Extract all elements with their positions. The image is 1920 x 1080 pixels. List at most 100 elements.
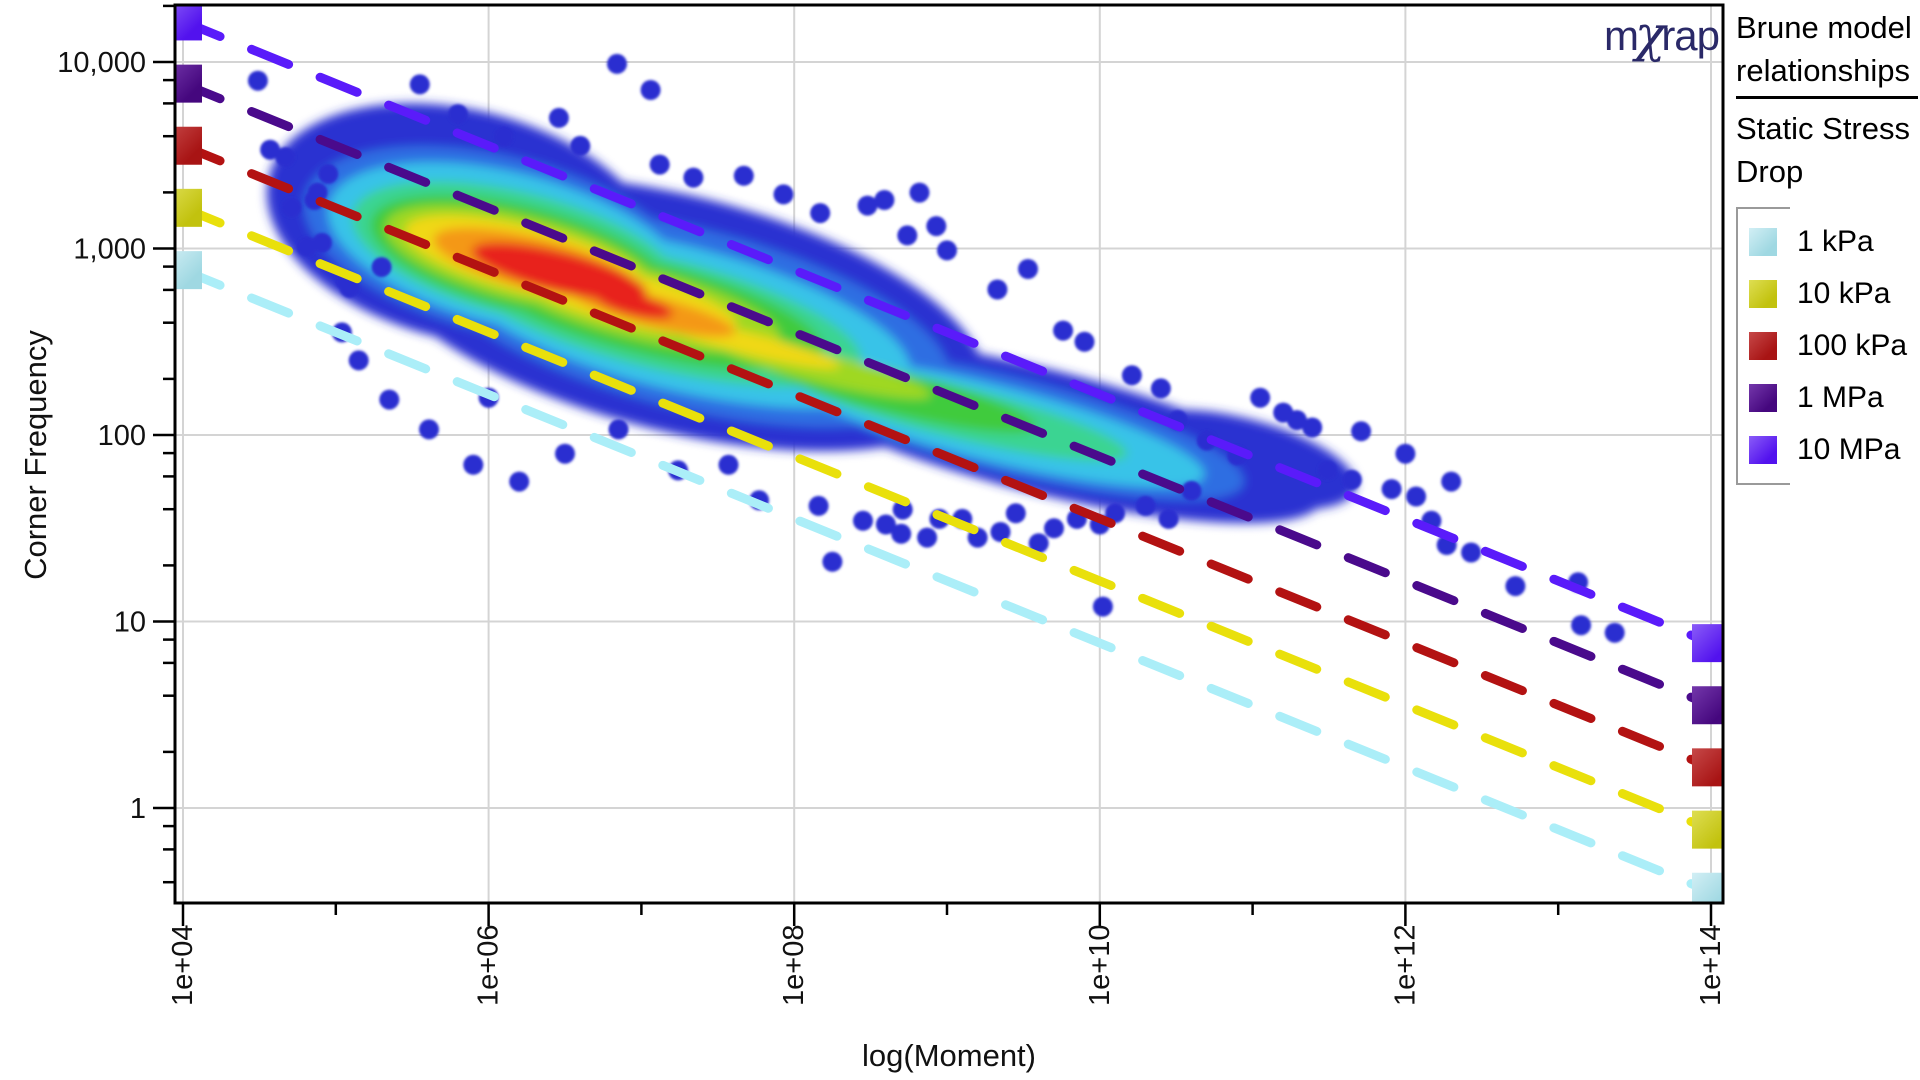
x-tick-label: 1e+04	[167, 925, 199, 1006]
outlier-dot	[1441, 471, 1462, 492]
outlier-dot	[917, 527, 938, 548]
outlier-dot	[1053, 320, 1074, 341]
density-cloud	[266, 103, 1357, 524]
line-end-marker	[1692, 624, 1723, 663]
brune-line-100-kpa	[178, 141, 1716, 772]
y-tick-label: 1,000	[73, 234, 146, 266]
legend-swatch-icon	[1749, 228, 1777, 256]
brune-line-10-mpa	[178, 16, 1716, 648]
line-end-marker	[175, 188, 202, 227]
legend-item-100-kpa[interactable]: 100 kPa	[1736, 320, 1918, 372]
outlier-dot	[509, 471, 530, 492]
outlier-dot	[1317, 460, 1338, 481]
legend-items: 1 kPa 10 kPa 100 kPa 1 MPa 10 MPa	[1736, 216, 1918, 476]
legend-swatch-icon	[1749, 280, 1777, 308]
legend-item-label: 100 kPa	[1797, 329, 1908, 362]
outlier-dot	[808, 495, 829, 516]
outlier-dot	[1028, 533, 1049, 554]
logo-text-prefix: m	[1604, 12, 1639, 59]
outlier-dot	[312, 232, 332, 253]
x-tick-label: 1e+14	[1695, 925, 1727, 1006]
outlier-dot	[296, 236, 317, 257]
outlier-dot	[1302, 417, 1323, 438]
logo-chi-glyph: χ	[1635, 5, 1665, 63]
legend-swatch-icon	[1749, 332, 1777, 360]
line-end-marker	[1692, 686, 1723, 725]
legend-item-1-mpa[interactable]: 1 MPa	[1736, 372, 1918, 424]
outlier-dot	[318, 163, 339, 184]
x-tick-label: 1e+06	[473, 925, 505, 1006]
y-tick-label: 1	[130, 793, 146, 825]
line-end-marker	[175, 64, 202, 103]
outlier-dot	[281, 197, 302, 218]
outlier-dot	[718, 454, 739, 475]
outlier-dot	[419, 419, 439, 440]
line-end-marker	[1692, 748, 1723, 787]
legend-swatch-icon	[1749, 384, 1777, 412]
legend-item-10-mpa[interactable]: 10 MPa	[1736, 424, 1918, 476]
outlier-dot	[1286, 410, 1307, 431]
outlier-dot	[853, 510, 873, 531]
outlier-dot	[822, 551, 843, 572]
legend-item-1-kpa[interactable]: 1 kPa	[1736, 216, 1918, 268]
y-axis-title: Corner Frequency	[18, 330, 53, 580]
outlier-dot	[857, 195, 878, 216]
outlier-dot	[348, 350, 369, 371]
outlier-dot	[607, 53, 627, 74]
legend-item-label: 10 MPa	[1797, 433, 1901, 466]
outlier-dot	[548, 107, 569, 128]
outlier-dot	[307, 182, 328, 203]
outlier-dot	[275, 147, 296, 168]
outlier-dot	[874, 190, 895, 210]
outlier-dot	[1135, 495, 1156, 516]
outlier-dot	[683, 167, 704, 188]
legend-item-10-kpa[interactable]: 10 kPa	[1736, 268, 1918, 320]
outlier-dot	[448, 104, 468, 125]
outlier-dot	[555, 443, 575, 464]
outlier-dot	[1121, 365, 1142, 386]
outlier-dot	[897, 225, 918, 246]
legend-item-label: 1 MPa	[1797, 381, 1884, 414]
outlier-dot	[1395, 443, 1416, 464]
legend-item-label: 1 kPa	[1797, 225, 1874, 258]
x-axis-title: log(Moment)	[862, 1038, 1036, 1073]
legend-box-border-left	[1736, 207, 1738, 485]
outlier-dot	[990, 522, 1011, 542]
legend-item-label: 10 kPa	[1797, 277, 1891, 310]
legend-box-border-top	[1736, 207, 1790, 209]
outlier-dot	[463, 454, 484, 475]
outlier-dot	[1181, 480, 1202, 501]
x-tick-label: 1e+12	[1389, 925, 1421, 1006]
outlier-dot	[1381, 479, 1402, 500]
outlier-dot	[875, 514, 896, 535]
density-layer	[594, 290, 673, 320]
y-tick-label: 100	[98, 420, 146, 452]
outlier-dot	[1351, 421, 1372, 442]
line-end-marker	[1692, 872, 1723, 903]
outlier-dot	[1461, 542, 1482, 563]
outlier-dot	[1074, 331, 1095, 352]
outlier-dot	[493, 126, 514, 147]
outlier-dot	[570, 135, 591, 156]
outlier-dot	[909, 182, 930, 203]
brune-line-10-kpa	[178, 203, 1716, 835]
legend-subtitle: Static Stress Drop	[1736, 111, 1910, 189]
outlier-dot	[937, 240, 957, 261]
outlier-dot	[1505, 576, 1526, 597]
outlier-dot	[1341, 469, 1362, 490]
line-end-marker	[1692, 810, 1723, 849]
outlier-dot	[1150, 378, 1171, 399]
outlier-dot	[339, 277, 360, 298]
outlier-dot	[409, 74, 430, 95]
outlier-dot	[379, 389, 400, 410]
line-end-marker	[175, 251, 202, 290]
legend-items-box: 1 kPa 10 kPa 100 kPa 1 MPa 10 MPa	[1736, 207, 1918, 485]
y-tick-label: 10	[114, 607, 146, 639]
outlier-dot	[1250, 387, 1271, 408]
outlier-dot	[1158, 508, 1179, 529]
outlier-dot	[1604, 622, 1625, 643]
outlier-dot	[649, 154, 670, 175]
outlier-dot	[247, 70, 268, 91]
